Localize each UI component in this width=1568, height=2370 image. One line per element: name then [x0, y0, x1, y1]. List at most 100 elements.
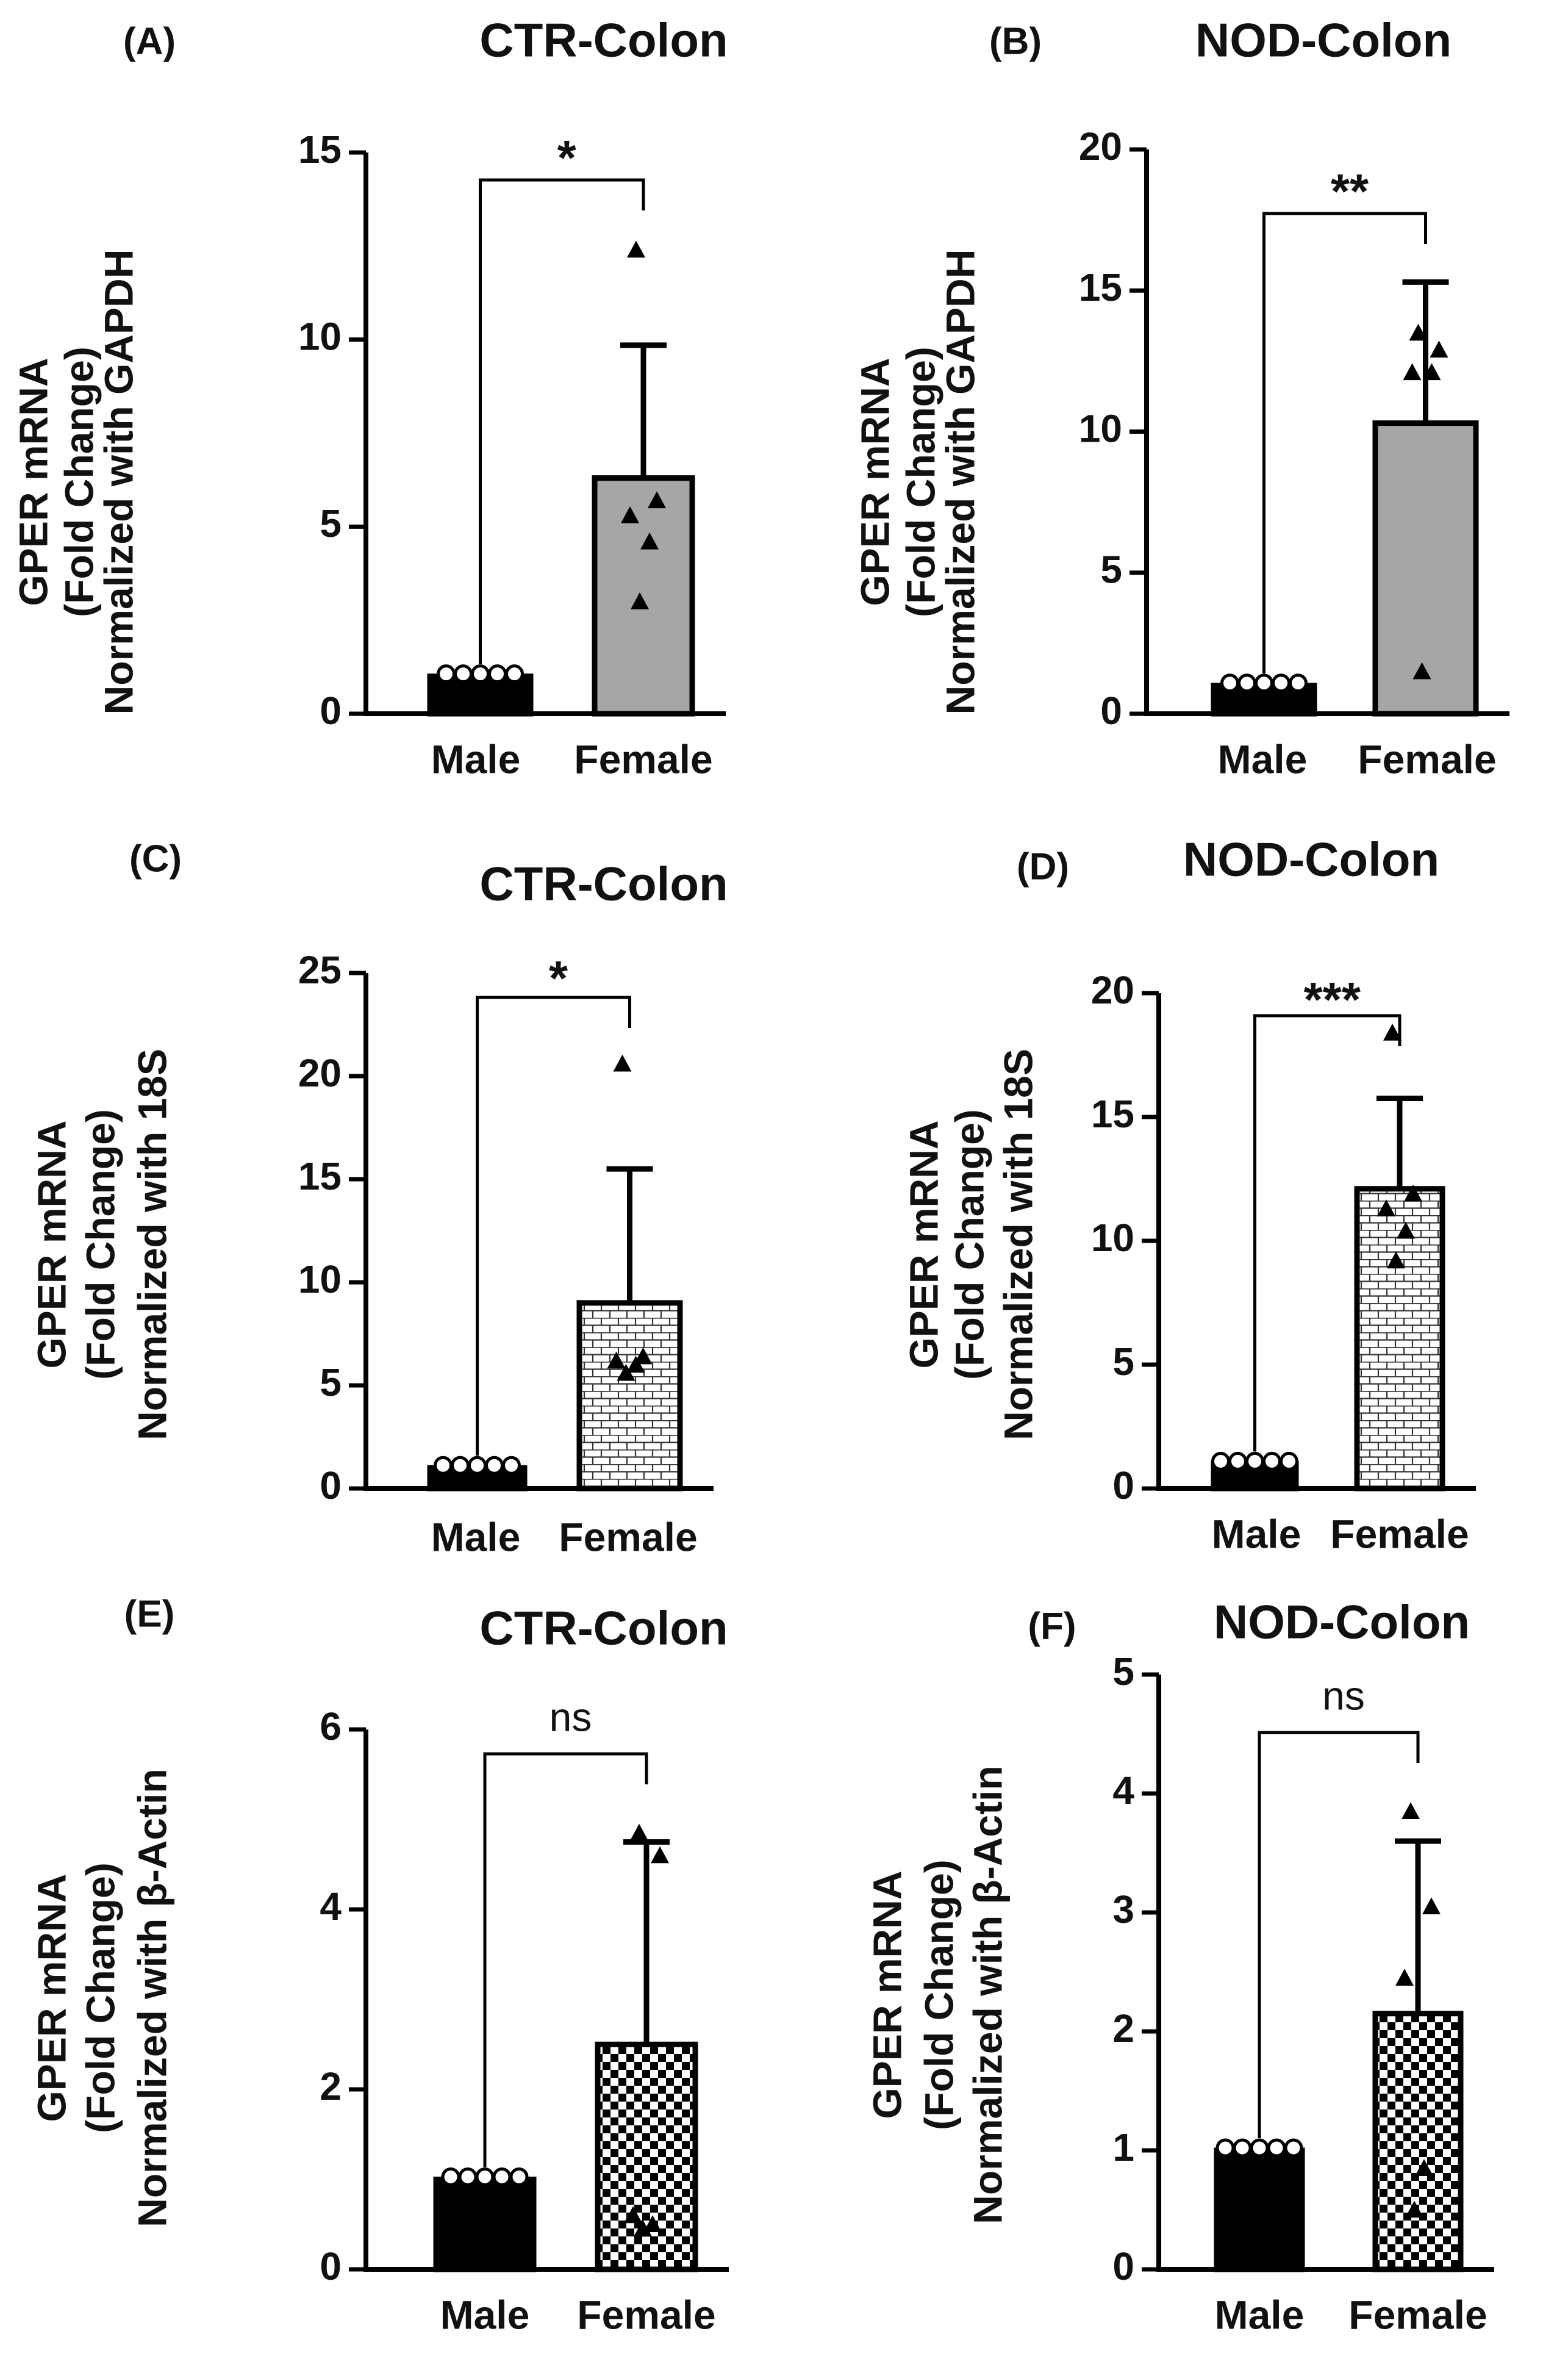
data-point-female	[1422, 1897, 1441, 1914]
panel-label: (F)	[1028, 1605, 1076, 1647]
data-point-male	[468, 1456, 487, 1475]
bar-female	[592, 475, 695, 717]
significance-label: *	[557, 131, 577, 185]
data-point-female	[634, 2219, 652, 2237]
data-point-female	[1430, 340, 1448, 358]
data-point-male	[1233, 2138, 1252, 2158]
y-tick-label: 2	[320, 2064, 342, 2108]
data-point-female	[1403, 363, 1422, 381]
y-tick-label: 10	[298, 315, 342, 359]
data-point-female	[617, 1363, 635, 1381]
data-point-male	[1262, 1451, 1281, 1471]
x-category-label: Female	[1330, 1511, 1469, 1556]
data-point-female	[634, 1347, 653, 1365]
data-point-male	[1255, 673, 1273, 693]
significance-bracket	[1258, 1731, 1420, 2138]
significance-label: **	[1331, 164, 1369, 218]
significance-label: *	[549, 951, 568, 1005]
panel-label: (C)	[129, 838, 182, 880]
y-axis-label-line: GPER mRNA	[852, 357, 897, 606]
chart-title: CTR-Colon	[479, 1601, 728, 1655]
data-point-female	[631, 592, 649, 609]
bar-female	[576, 1300, 683, 1492]
chart-panel-a: (A) CTR-Colon GPER mRNA (Fold Change)Normal…	[10, 13, 728, 782]
data-point-male	[1237, 673, 1256, 693]
y-axis-label-line: GPER mRNA	[29, 1120, 74, 1368]
y-tick-label: 3	[1112, 1887, 1134, 1931]
y-axis-label-line: GPER mRNA	[10, 357, 55, 606]
bar-male	[433, 2177, 537, 2272]
y-tick-label: 1	[1112, 2125, 1134, 2169]
y-axis-label-line: Normalized with GAPDH	[96, 250, 141, 715]
data-point-male	[451, 1456, 470, 1475]
y-tick-label: 10	[1091, 1216, 1134, 1260]
y-tick-label: 5	[320, 1360, 342, 1404]
bar-female	[1354, 1186, 1445, 1492]
y-tick-label: 5	[1112, 1650, 1134, 1693]
data-point-male	[1215, 2138, 1235, 2158]
data-point-female	[1387, 1251, 1405, 1269]
y-tick-label: 2	[1112, 2006, 1134, 2050]
y-axis-label-line: (Fold Change)	[77, 1862, 123, 2133]
data-point-female	[1395, 1969, 1414, 1986]
chart-panel-b: (B) NOD-Colon GPER mRNA (Fold Change)Normal…	[852, 13, 1509, 781]
y-tick-label: 10	[298, 1257, 342, 1301]
y-tick-label: 4	[320, 1884, 342, 1928]
significance-bracket	[1253, 1014, 1402, 1452]
y-axis-label-line: Normalized with 18S	[995, 1049, 1040, 1440]
y-tick-label: 5	[1100, 548, 1122, 592]
data-point-female	[1404, 1184, 1422, 1202]
y-tick-label: 0	[1112, 1463, 1134, 1507]
x-category-label: Female	[574, 736, 712, 781]
data-point-male	[1284, 2138, 1303, 2158]
data-point-male	[458, 2167, 478, 2186]
panel-label: (A)	[123, 20, 176, 62]
y-axis-label-line: GPER mRNA	[901, 1120, 946, 1368]
data-point-male	[1289, 673, 1308, 693]
data-point-female	[630, 1823, 648, 1841]
data-point-male	[1272, 673, 1291, 693]
x-category-label: Female	[577, 2292, 715, 2337]
y-axis-label-line: GPER mRNA	[29, 1873, 74, 2122]
data-point-female	[621, 506, 639, 523]
data-point-male	[492, 2167, 512, 2186]
significance-bracket	[1262, 212, 1427, 673]
data-point-female	[648, 491, 666, 509]
data-point-male	[475, 2167, 495, 2186]
panel-label: (D)	[1017, 846, 1069, 888]
data-point-male	[454, 664, 473, 684]
data-point-female	[1409, 323, 1428, 341]
y-tick-label: 5	[1112, 1340, 1134, 1384]
y-tick-label: 15	[1079, 265, 1122, 309]
y-tick-label: 0	[1112, 2244, 1134, 2288]
data-point-female	[1397, 1221, 1415, 1239]
x-category-label: Male	[1212, 1511, 1301, 1556]
y-tick-label: 0	[320, 689, 342, 733]
data-point-male	[471, 664, 490, 684]
bar-male	[1214, 2147, 1305, 2272]
data-point-male	[1228, 1451, 1247, 1471]
chart-panel-f: (F) NOD-Colon GPER mRNA (Fold Change) Normal…	[864, 1595, 1494, 2337]
data-point-female	[626, 1356, 645, 1373]
y-tick-label: 0	[320, 2244, 342, 2288]
y-tick-label: 20	[298, 1051, 342, 1095]
significance-bracket	[479, 178, 645, 664]
data-point-male	[488, 664, 507, 684]
data-point-female	[627, 240, 645, 258]
bar-female	[1372, 2011, 1464, 2272]
data-point-male	[509, 2167, 529, 2186]
data-point-male	[1267, 2138, 1286, 2158]
y-axis-label-line: (Fold Change)	[916, 1859, 961, 2130]
data-point-female	[1402, 1802, 1420, 1819]
data-point-female	[1405, 2200, 1423, 2218]
y-axis-label-line: (Fold Change)	[898, 347, 943, 617]
data-point-male	[1280, 1451, 1298, 1471]
chart-title: NOD-Colon	[1214, 1595, 1470, 1649]
chart-title: CTR-Colon	[479, 13, 728, 67]
data-point-female	[1377, 1199, 1395, 1216]
data-point-female	[643, 2215, 662, 2232]
data-point-male	[1245, 1451, 1264, 1471]
x-category-label: Male	[1218, 736, 1308, 781]
y-tick-label: 20	[1079, 124, 1122, 168]
